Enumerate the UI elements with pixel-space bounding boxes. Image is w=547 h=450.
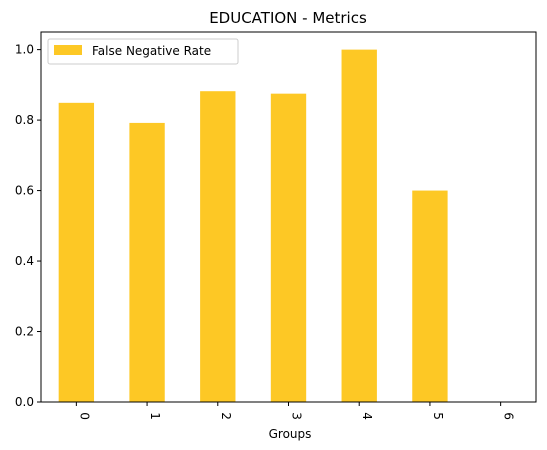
x-axis-label: Groups [269, 427, 312, 441]
bar-group-1 [129, 122, 165, 402]
bar-group-2 [200, 91, 236, 402]
x-tick-label: 6 [502, 412, 516, 420]
bar-group-3 [270, 93, 307, 403]
y-tick-label: 1.0 [15, 43, 34, 57]
x-axis: 0 1 2 3 4 5 6 [75, 402, 516, 420]
x-tick-label: 0 [77, 412, 91, 420]
bar-group-4 [341, 49, 377, 403]
y-tick-label: 0.8 [15, 113, 34, 127]
x-tick-label: 2 [219, 412, 233, 420]
bar-group-5 [412, 190, 448, 402]
bar-group-0 [58, 102, 95, 402]
x-tick-label: 5 [431, 412, 445, 420]
y-tick-label: 0.4 [15, 254, 34, 268]
x-tick-label: 4 [360, 412, 374, 420]
y-tick-label: 0.6 [15, 184, 34, 198]
x-tick-label: 3 [290, 412, 304, 420]
legend-swatch [54, 45, 82, 55]
bars-group [58, 49, 448, 403]
y-tick-label: 0.0 [15, 395, 34, 409]
legend-label: False Negative Rate [92, 44, 211, 58]
y-axis: 0.0 0.2 0.4 0.6 0.8 1.0 [15, 43, 41, 409]
y-tick-label: 0.2 [15, 325, 34, 339]
x-tick-label: 1 [148, 412, 162, 420]
legend-box [47, 38, 239, 65]
chart-title: EDUCATION - Metrics [209, 9, 367, 27]
legend: False Negative Rate [47, 38, 239, 65]
